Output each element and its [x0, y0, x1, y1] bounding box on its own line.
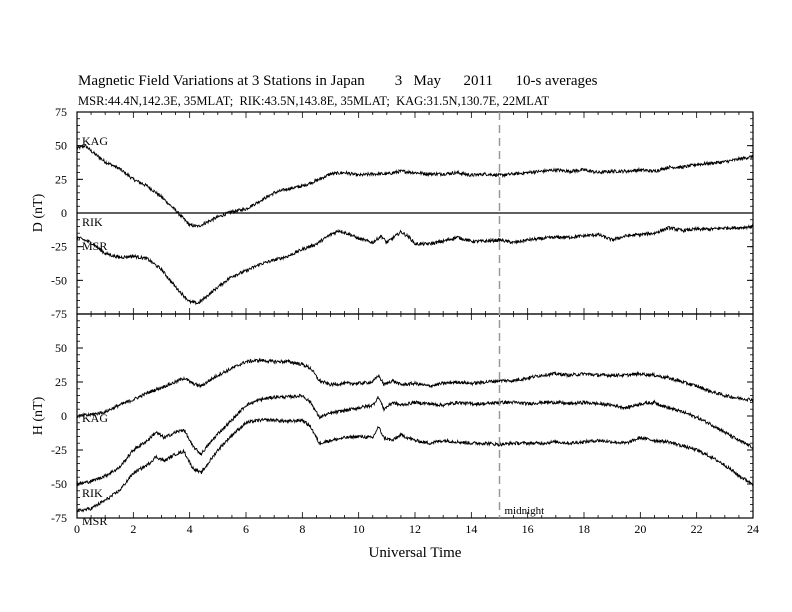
x-tick-label: 4 [187, 522, 193, 536]
y-tick-label: -75 [51, 511, 67, 525]
x-tick-label: 16 [522, 522, 534, 536]
y-axis-label: H (nT) [31, 396, 46, 435]
x-axis-label: Universal Time [369, 545, 462, 561]
y-tick-label: -50 [51, 477, 67, 491]
series-label-h-kag: KAG [82, 411, 108, 425]
series-line-rik [76, 393, 754, 487]
y-tick-label: 75 [55, 105, 67, 119]
y-axis-label: D (nT) [31, 193, 46, 232]
y-tick-label: 25 [55, 375, 67, 389]
panel-frame [76, 313, 754, 519]
midnight-label: midnight [505, 505, 545, 517]
chart-title: Magnetic Field Variations at 3 Stations … [78, 73, 598, 89]
x-tick-label: 24 [747, 522, 759, 536]
series-label-h-rik: RIK [82, 486, 103, 500]
x-tick-label: 6 [243, 522, 249, 536]
series-line-kag [76, 143, 754, 228]
series-label-d-msr: MSR [82, 239, 107, 253]
x-tick-label: 2 [130, 522, 136, 536]
series-label-d-kag: KAG [82, 134, 108, 148]
series-line-kag [76, 357, 754, 419]
x-tick-label: 18 [578, 522, 590, 536]
series-label-h-msr: MSR [82, 514, 107, 528]
chart-subtitle: MSR:44.4N,142.3E, 35MLAT; RIK:43.5N,143.… [78, 94, 550, 108]
y-tick-label: -25 [51, 443, 67, 457]
x-tick-label: 0 [74, 522, 80, 536]
series-line-rik [76, 223, 754, 306]
x-tick-label: 14 [465, 522, 477, 536]
y-tick-label: -50 [51, 273, 67, 287]
x-tick-label: 12 [409, 522, 421, 536]
x-tick-label: 22 [691, 522, 703, 536]
x-tick-label: 20 [634, 522, 646, 536]
y-tick-label: 50 [55, 139, 67, 153]
y-tick-label: -75 [51, 307, 67, 321]
y-tick-label: 0 [61, 206, 67, 220]
series-label-d-rik: RIK [82, 215, 103, 229]
y-tick-label: 25 [55, 172, 67, 186]
y-tick-label: 0 [61, 409, 67, 423]
y-tick-label: -25 [51, 240, 67, 254]
series-line-msr [76, 417, 754, 513]
y-tick-label: 50 [55, 341, 67, 355]
x-tick-label: 10 [353, 522, 365, 536]
x-tick-label: 8 [299, 522, 305, 536]
